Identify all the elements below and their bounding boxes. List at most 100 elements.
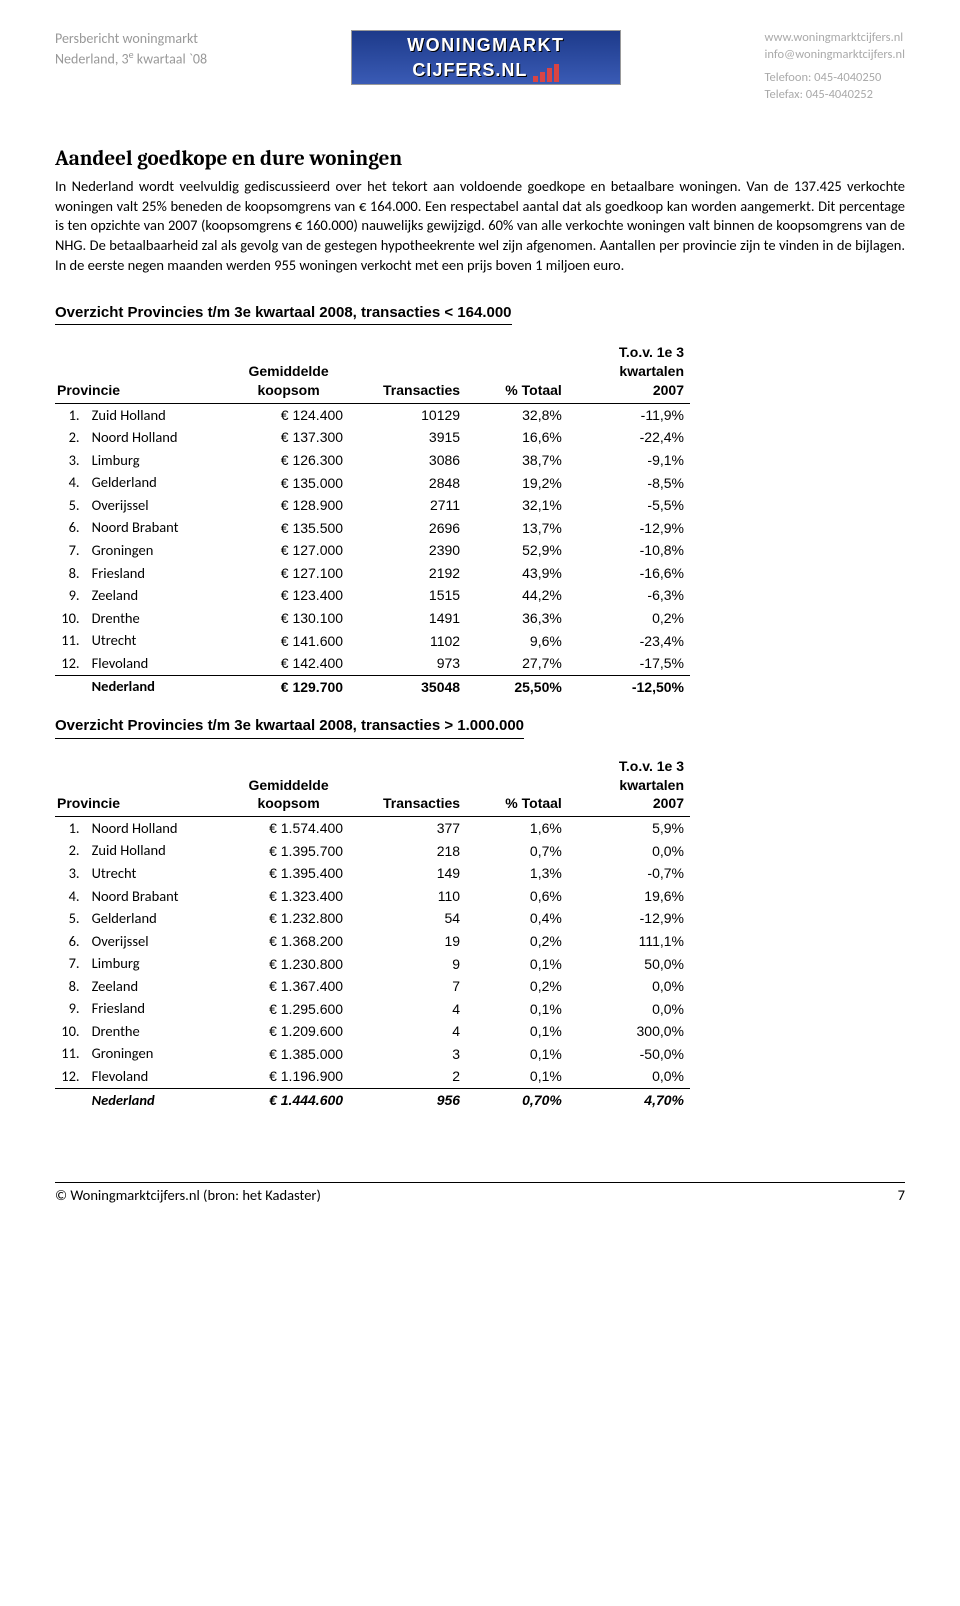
row-pct: 43,9%	[466, 562, 568, 585]
row-transacties: 4	[349, 1020, 466, 1043]
row-index: 1.	[55, 817, 90, 840]
row-tov: -12,9%	[568, 517, 690, 540]
row-koopsom: € 1.230.800	[232, 953, 349, 976]
section-title: Aandeel goedkope en dure woningen	[55, 145, 905, 173]
page-header: Persbericht woningmarkt Nederland, 3e kw…	[55, 30, 905, 90]
table-row: 9.Zeeland€ 123.400151544,2%-6,3%	[55, 585, 690, 608]
th-koopsom: Gemiddelde koopsom	[232, 343, 349, 403]
table-row: 9.Friesland€ 1.295.60040,1%0,0%	[55, 998, 690, 1021]
row-index: 1.	[55, 404, 90, 427]
row-koopsom: € 1.323.400	[232, 885, 349, 908]
header-line1: Persbericht woningmarkt	[55, 30, 207, 48]
row-transacties: 2390	[349, 539, 466, 562]
row-index: 5.	[55, 908, 90, 931]
row-province: Zeeland	[90, 975, 232, 998]
row-index: 11.	[55, 1043, 90, 1066]
total-koopsom: € 1.444.600	[232, 1089, 349, 1112]
table-row: 12.Flevoland€ 1.196.90020,1%0,0%	[55, 1066, 690, 1089]
table1: Provincie Gemiddelde koopsom Transacties…	[55, 343, 690, 698]
total-label: Nederland	[90, 1089, 232, 1112]
row-province: Zeeland	[90, 585, 232, 608]
row-transacties: 1102	[349, 630, 466, 653]
row-koopsom: € 128.900	[232, 494, 349, 517]
row-province: Drenthe	[90, 1020, 232, 1043]
total-transacties: 956	[349, 1089, 466, 1112]
row-tov: -10,8%	[568, 539, 690, 562]
row-index: 6.	[55, 517, 90, 540]
table-total-row: Nederland€ 1.444.6009560,70%4,70%	[55, 1089, 690, 1112]
row-province: Noord Brabant	[90, 517, 232, 540]
table-row: 8.Friesland€ 127.100219243,9%-16,6%	[55, 562, 690, 585]
row-index: 7.	[55, 953, 90, 976]
row-index: 5.	[55, 494, 90, 517]
row-transacties: 377	[349, 817, 466, 840]
table2: Provincie Gemiddelde koopsom Transacties…	[55, 757, 690, 1112]
row-koopsom: € 135.500	[232, 517, 349, 540]
row-province: Groningen	[90, 1043, 232, 1066]
total-label: Nederland	[90, 675, 232, 698]
table-row: 3.Limburg€ 126.300308638,7%-9,1%	[55, 449, 690, 472]
table-total-row: Nederland€ 129.7003504825,50%-12,50%	[55, 675, 690, 698]
row-index: 8.	[55, 562, 90, 585]
row-koopsom: € 1.385.000	[232, 1043, 349, 1066]
table-row: 3.Utrecht€ 1.395.4001491,3%-0,7%	[55, 862, 690, 885]
row-pct: 1,3%	[466, 862, 568, 885]
row-index: 4.	[55, 885, 90, 908]
total-transacties: 35048	[349, 675, 466, 698]
table-row: 8.Zeeland€ 1.367.40070,2%0,0%	[55, 975, 690, 998]
row-koopsom: € 135.000	[232, 472, 349, 495]
row-province: Friesland	[90, 998, 232, 1021]
row-koopsom: € 127.000	[232, 539, 349, 562]
th-transacties: Transacties	[349, 757, 466, 817]
row-transacties: 3915	[349, 427, 466, 450]
row-koopsom: € 1.368.200	[232, 930, 349, 953]
header-line2: Nederland, 3e kwartaal `08	[55, 48, 207, 69]
row-pct: 38,7%	[466, 449, 568, 472]
footer-page-number: 7	[898, 1186, 905, 1206]
footer-left: © Woningmarktcijfers.nl (bron: het Kadas…	[55, 1186, 321, 1206]
row-transacties: 3	[349, 1043, 466, 1066]
row-province: Utrecht	[90, 862, 232, 885]
row-province: Zuid Holland	[90, 404, 232, 427]
row-transacties: 54	[349, 908, 466, 931]
table-row: 12.Flevoland€ 142.40097327,7%-17,5%	[55, 652, 690, 675]
row-index: 9.	[55, 585, 90, 608]
row-pct: 0,1%	[466, 1020, 568, 1043]
row-koopsom: € 1.574.400	[232, 817, 349, 840]
row-koopsom: € 123.400	[232, 585, 349, 608]
table-row: 11.Utrecht€ 141.60011029,6%-23,4%	[55, 630, 690, 653]
row-province: Groningen	[90, 539, 232, 562]
row-tov: 0,0%	[568, 998, 690, 1021]
row-koopsom: € 1.232.800	[232, 908, 349, 931]
row-province: Flevoland	[90, 1066, 232, 1089]
row-tov: 0,0%	[568, 1066, 690, 1089]
row-province: Flevoland	[90, 652, 232, 675]
row-transacties: 19	[349, 930, 466, 953]
row-tov: 19,6%	[568, 885, 690, 908]
th-transacties: Transacties	[349, 343, 466, 403]
row-pct: 0,2%	[466, 930, 568, 953]
row-index: 4.	[55, 472, 90, 495]
row-tov: 111,1%	[568, 930, 690, 953]
row-province: Noord Holland	[90, 427, 232, 450]
row-province: Overijssel	[90, 930, 232, 953]
row-pct: 0,1%	[466, 1066, 568, 1089]
total-tov: 4,70%	[568, 1089, 690, 1112]
row-province: Friesland	[90, 562, 232, 585]
row-pct: 0,7%	[466, 840, 568, 863]
row-koopsom: € 141.600	[232, 630, 349, 653]
row-tov: -23,4%	[568, 630, 690, 653]
row-province: Drenthe	[90, 607, 232, 630]
th-koopsom: Gemiddelde koopsom	[232, 757, 349, 817]
row-index: 7.	[55, 539, 90, 562]
total-pct: 0,70%	[466, 1089, 568, 1112]
row-koopsom: € 130.100	[232, 607, 349, 630]
body-paragraph: In Nederland wordt veelvuldig gediscussi…	[55, 177, 905, 275]
th-provincie: Provincie	[55, 343, 232, 403]
row-pct: 9,6%	[466, 630, 568, 653]
row-index: 3.	[55, 449, 90, 472]
row-index: 2.	[55, 840, 90, 863]
th-provincie: Provincie	[55, 757, 232, 817]
row-tov: -0,7%	[568, 862, 690, 885]
th-tov: T.o.v. 1e 3 kwartalen 2007	[568, 343, 690, 403]
